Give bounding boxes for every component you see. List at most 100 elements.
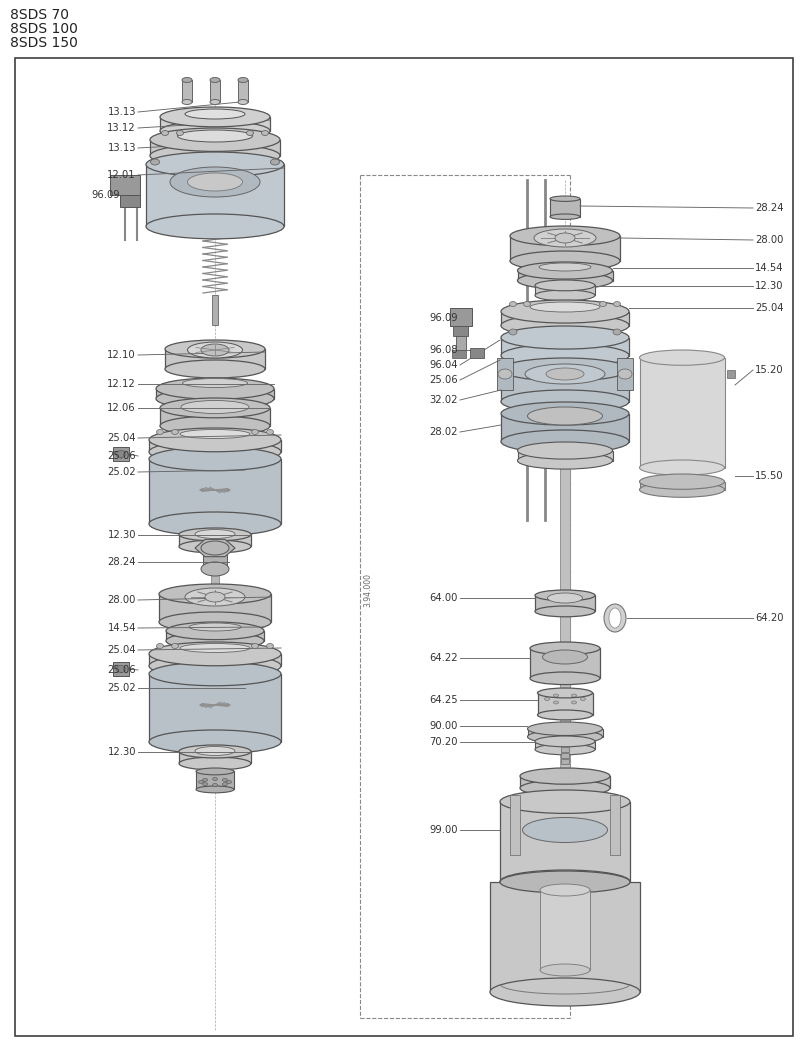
Bar [520,777,610,788]
Ellipse shape [180,430,250,438]
Ellipse shape [172,643,178,649]
Bar [535,595,595,611]
Text: 12.30: 12.30 [107,530,136,540]
Ellipse shape [166,623,264,639]
Ellipse shape [535,606,595,617]
Ellipse shape [251,430,259,435]
Text: 25.06: 25.06 [107,451,136,461]
Ellipse shape [149,428,281,452]
Ellipse shape [509,329,517,335]
Ellipse shape [545,698,550,700]
Text: 96.09: 96.09 [91,190,120,200]
Ellipse shape [639,460,725,476]
Ellipse shape [554,694,559,697]
Ellipse shape [202,779,208,782]
Ellipse shape [530,642,600,655]
Ellipse shape [517,442,613,459]
Ellipse shape [271,159,280,165]
Ellipse shape [522,817,608,843]
Bar [456,336,466,350]
Bar [159,594,271,623]
Bar [501,337,629,355]
Bar [517,270,613,281]
Ellipse shape [550,196,580,201]
Ellipse shape [527,730,603,743]
Bar [639,357,725,467]
Bar [182,80,192,102]
Ellipse shape [165,361,265,378]
Bar [610,795,620,855]
Ellipse shape [525,364,605,384]
Ellipse shape [202,783,208,786]
Ellipse shape [535,290,595,301]
Ellipse shape [146,214,284,239]
Ellipse shape [267,430,273,435]
Ellipse shape [500,790,630,813]
Ellipse shape [149,654,281,678]
Ellipse shape [156,430,164,435]
Bar [510,236,620,261]
Text: 12.30: 12.30 [107,747,136,757]
Ellipse shape [160,416,270,436]
Ellipse shape [177,130,252,141]
Bar [470,348,484,358]
Ellipse shape [188,342,243,358]
Bar [452,350,466,358]
Ellipse shape [527,407,603,425]
Bar [561,754,569,758]
Bar [196,771,234,789]
Ellipse shape [534,230,596,247]
Ellipse shape [538,709,592,720]
Ellipse shape [618,369,632,379]
Text: 25.06: 25.06 [430,375,458,385]
Bar [149,674,281,742]
Ellipse shape [238,100,248,105]
Ellipse shape [222,779,227,782]
Ellipse shape [540,964,590,976]
Text: 14.54: 14.54 [755,263,783,272]
Text: 8SDS 150: 8SDS 150 [10,36,78,50]
Text: 96.08: 96.08 [430,345,458,355]
Ellipse shape [490,978,640,1006]
Ellipse shape [609,608,621,628]
Ellipse shape [639,474,725,489]
Ellipse shape [571,701,576,704]
Ellipse shape [613,329,621,335]
Ellipse shape [180,643,250,653]
Bar [149,654,281,665]
Ellipse shape [210,100,220,105]
Bar [560,456,570,716]
Bar [146,165,284,226]
Ellipse shape [542,650,588,664]
Ellipse shape [501,390,629,413]
Ellipse shape [205,592,225,602]
Text: 12.01: 12.01 [107,170,136,180]
Ellipse shape [189,623,241,631]
Ellipse shape [177,131,184,135]
Ellipse shape [251,643,259,649]
Text: 15.20: 15.20 [755,365,783,375]
Ellipse shape [181,400,249,414]
Ellipse shape [517,452,613,470]
Ellipse shape [185,109,245,119]
Ellipse shape [188,173,243,191]
Ellipse shape [116,451,126,458]
Text: 14.54: 14.54 [107,623,136,633]
Ellipse shape [226,781,231,784]
Bar [149,459,281,524]
Text: 25.04: 25.04 [755,303,783,313]
Bar [211,370,219,790]
Ellipse shape [535,744,595,755]
Ellipse shape [160,121,270,140]
Text: 28.24: 28.24 [755,203,783,213]
Ellipse shape [170,167,260,197]
Ellipse shape [501,326,629,349]
Bar [501,370,629,401]
Bar [450,308,472,326]
Text: 12.12: 12.12 [107,379,136,389]
Bar [179,751,251,764]
Ellipse shape [195,746,235,756]
Bar [560,280,570,960]
Ellipse shape [179,528,251,541]
Ellipse shape [501,300,629,323]
